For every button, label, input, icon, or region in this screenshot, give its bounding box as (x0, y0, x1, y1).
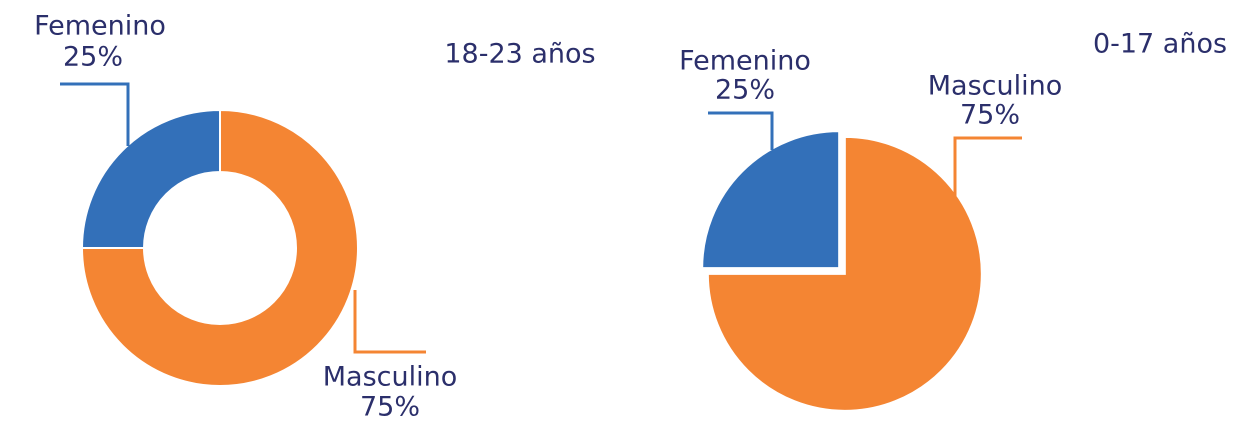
value-label: 25% (715, 75, 775, 106)
value-label: 75% (360, 392, 420, 423)
chart-title: 18-23 años (444, 39, 595, 70)
donut-slice (80, 108, 221, 249)
donut-slice (80, 108, 359, 387)
value-label: 25% (63, 42, 123, 73)
pie-slice (701, 130, 841, 270)
leader-line (953, 136, 1022, 196)
chart-title: 0-17 años (1093, 29, 1227, 60)
leader-line (353, 290, 426, 354)
category-label: Masculino (928, 71, 1063, 102)
leader-line (60, 82, 130, 146)
category-label: Masculino (323, 362, 458, 393)
value-label: 75% (960, 100, 1020, 131)
category-label: Femenino (34, 11, 166, 42)
leader-line (708, 111, 774, 150)
category-label: Femenino (679, 46, 811, 77)
pie-slice (706, 135, 983, 412)
